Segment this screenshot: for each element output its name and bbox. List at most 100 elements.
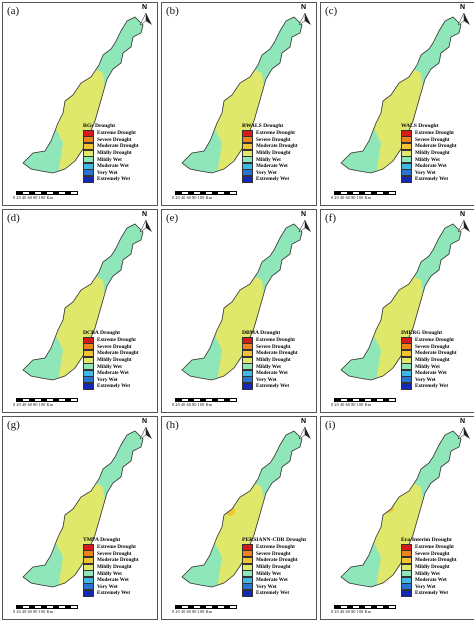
panel-label: (c) bbox=[325, 5, 338, 17]
legend-item-label: Severe Drought bbox=[97, 550, 132, 557]
legend-item: Extremely Wet bbox=[83, 589, 157, 597]
legend-swatch bbox=[242, 162, 253, 170]
compass-glyph bbox=[298, 12, 311, 26]
compass-glyph bbox=[139, 219, 152, 233]
scale-bar-graphic bbox=[334, 398, 396, 402]
legend-swatch bbox=[242, 349, 253, 357]
dry-spot bbox=[53, 522, 64, 532]
legend-swatch bbox=[242, 156, 253, 164]
north-letter: N bbox=[460, 211, 466, 218]
north-arrow-icon: N bbox=[297, 4, 313, 31]
north-arrow-icon: N bbox=[456, 211, 472, 238]
wet-spot bbox=[219, 268, 234, 283]
legend-swatch bbox=[242, 382, 253, 390]
legend-item: Severe Drought bbox=[401, 136, 474, 144]
legend-swatch bbox=[242, 343, 253, 351]
wet-spot bbox=[80, 452, 94, 467]
legend-item: Moderate Wet bbox=[242, 369, 316, 377]
legend-item-label: Extreme Drought bbox=[97, 130, 136, 137]
legend-item-label: Mildly Drought bbox=[415, 564, 450, 571]
dry-spot bbox=[384, 502, 394, 513]
country-border bbox=[181, 16, 303, 174]
wet-spot bbox=[68, 233, 83, 247]
legend-item-label: Moderate Drought bbox=[415, 143, 457, 150]
legend-item-label: Moderate Drought bbox=[97, 143, 139, 150]
legend-swatch bbox=[83, 382, 94, 390]
scale-bar: 0 20 40 60 80 100 Km bbox=[13, 191, 83, 201]
scale-bar-ticks: 0 20 40 60 80 100 Km bbox=[13, 609, 53, 614]
legend-item: Moderate Drought bbox=[242, 142, 316, 150]
legend-item-label: Extreme Drought bbox=[415, 130, 454, 137]
legend-swatch bbox=[401, 349, 412, 357]
legend-item-label: Extreme Drought bbox=[97, 544, 136, 551]
wet-spot bbox=[382, 229, 396, 244]
legend-swatch bbox=[242, 149, 253, 157]
legend-item: Very Wet bbox=[401, 169, 474, 177]
scale-bar: 0 20 40 60 80 100 Km bbox=[172, 191, 242, 201]
legend-item: Extremely Wet bbox=[401, 589, 474, 597]
legend-swatch bbox=[83, 149, 94, 157]
legend-item-label: Mildly Wet bbox=[415, 570, 440, 577]
compass-glyph bbox=[457, 12, 470, 26]
legend-swatch bbox=[242, 356, 253, 364]
legend-item-label: Mildly Wet bbox=[256, 156, 281, 163]
legend-item-label: Mildly Drought bbox=[415, 357, 450, 364]
legend-swatch bbox=[401, 570, 412, 578]
legend-item: Mildly Drought bbox=[242, 563, 316, 571]
legend-item: Severe Drought bbox=[401, 343, 474, 351]
scale-bar-ticks: 0 20 40 60 80 100 Km bbox=[331, 609, 371, 614]
legend-item: Severe Drought bbox=[83, 136, 157, 144]
legend-title: PERSIANN-CDR Drought bbox=[242, 537, 307, 543]
legend-swatch bbox=[401, 382, 412, 390]
legend-title: RGs Drought bbox=[83, 123, 116, 129]
north-arrow-icon: N bbox=[297, 418, 313, 445]
legend-item: Extreme Drought bbox=[401, 336, 474, 344]
legend-swatch bbox=[401, 589, 412, 597]
legend-item: Moderate Drought bbox=[401, 556, 474, 564]
legend-swatch bbox=[83, 129, 94, 137]
legend-item: Mildly Wet bbox=[83, 363, 157, 371]
map-panel: (c) N WALS Drought Extreme Drought Severe Dr… bbox=[320, 2, 474, 206]
legend-item-label: Extreme Drought bbox=[256, 544, 295, 551]
legend-item-label: Moderate Wet bbox=[256, 370, 288, 377]
legend-swatch bbox=[242, 576, 253, 584]
legend-item-label: Very Wet bbox=[256, 583, 277, 590]
wet-spot bbox=[382, 61, 396, 76]
legend-swatch bbox=[401, 543, 412, 551]
legend-item-label: Mildly Drought bbox=[256, 150, 291, 157]
legend-swatch bbox=[83, 175, 94, 183]
panel-label: (a) bbox=[7, 5, 20, 17]
legend-item-label: Severe Drought bbox=[256, 343, 291, 350]
legend-item-label: Extremely Wet bbox=[415, 383, 449, 390]
legend-item-label: Extremely Wet bbox=[97, 176, 131, 183]
north-arrow-icon: N bbox=[456, 418, 472, 445]
wet-spot bbox=[60, 58, 75, 72]
scale-bar: 0 20 40 60 80 100 Km bbox=[331, 191, 401, 201]
legend-item-label: Mildly Drought bbox=[256, 564, 291, 571]
legend-item-label: Very Wet bbox=[415, 376, 436, 383]
legend-item-label: Moderate Drought bbox=[415, 557, 457, 564]
country-map bbox=[340, 430, 462, 588]
legend: TMPA Drought Extreme Drought Severe Drough… bbox=[83, 537, 157, 597]
legend: WALS Drought Extreme Drought Severe Drough… bbox=[401, 123, 474, 183]
legend-item: Very Wet bbox=[242, 376, 316, 384]
north-letter: N bbox=[460, 4, 466, 11]
compass-glyph bbox=[139, 12, 152, 26]
legend-item: Extremely Wet bbox=[242, 589, 316, 597]
panel-label: (g) bbox=[7, 419, 20, 431]
country-border bbox=[340, 430, 462, 588]
panel-label: (e) bbox=[166, 212, 179, 224]
country-border bbox=[181, 223, 303, 381]
legend-swatch bbox=[83, 583, 94, 591]
country-border bbox=[340, 16, 462, 174]
legend-swatch bbox=[401, 136, 412, 144]
legend-swatch bbox=[401, 356, 412, 364]
wet-spot bbox=[219, 468, 234, 483]
legend-item: Mildly Drought bbox=[401, 356, 474, 364]
map-panel: (a) N RGs Drought Extreme Drought Severe Dro… bbox=[2, 2, 158, 206]
legend-item: Extreme Drought bbox=[83, 129, 157, 137]
north-letter: N bbox=[301, 4, 307, 11]
wet-spot bbox=[382, 265, 396, 279]
wet-spot bbox=[64, 265, 78, 279]
legend-item-label: Moderate Drought bbox=[256, 557, 298, 564]
